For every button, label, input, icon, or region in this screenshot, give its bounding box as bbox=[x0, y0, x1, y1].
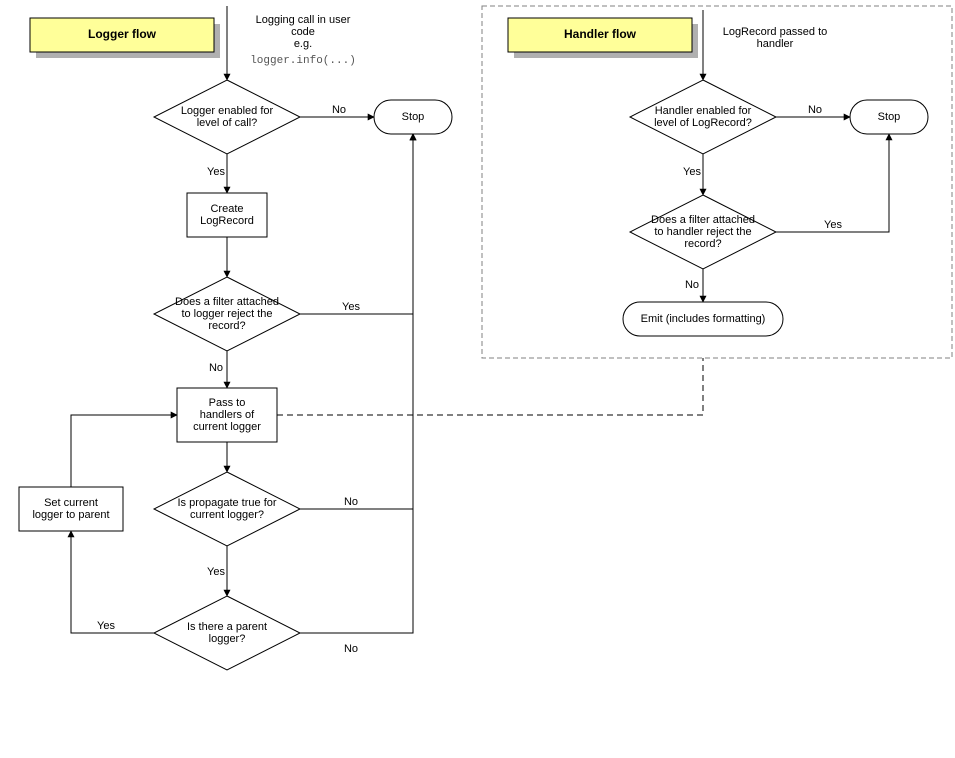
logger-start-mono: logger.info(...) bbox=[250, 55, 356, 67]
handler-decision-enabled-label: Handler enabled forlevel of LogRecord? bbox=[654, 105, 752, 129]
label-logger-parent-yes: Yes bbox=[97, 620, 115, 632]
label-handler-filter-no: No bbox=[685, 279, 699, 291]
edge-pass-to-handler-flow bbox=[277, 358, 703, 415]
edge-logger-propagate-no bbox=[300, 134, 413, 509]
label-handler-enabled-yes: Yes bbox=[683, 166, 701, 178]
logger-decision-propagate-label: Is propagate true forcurrent logger? bbox=[177, 497, 276, 521]
label-handler-enabled-no: No bbox=[808, 104, 822, 116]
logger-stop-label: Stop bbox=[402, 111, 425, 123]
label-logger-propagate-no: No bbox=[344, 496, 358, 508]
edge-logger-parent-yes bbox=[71, 531, 154, 633]
handler-start-label: LogRecord passed tohandler bbox=[723, 26, 828, 50]
logger-flow-title-label: Logger flow bbox=[88, 27, 157, 41]
handler-stop-label: Stop bbox=[878, 111, 901, 123]
label-logger-filter-yes: Yes bbox=[342, 301, 360, 313]
label-logger-parent-no: No bbox=[344, 643, 358, 655]
edge-logger-parent-no bbox=[300, 134, 413, 633]
edge-logger-setparent-loop bbox=[71, 415, 177, 487]
handler-flow-title-label: Handler flow bbox=[564, 27, 637, 41]
label-logger-propagate-yes: Yes bbox=[207, 566, 225, 578]
edge-handler-filter-yes bbox=[776, 134, 889, 232]
edge-logger-filter-yes bbox=[300, 134, 413, 314]
label-logger-filter-no: No bbox=[209, 362, 223, 374]
label-logger-enabled-no: No bbox=[332, 104, 346, 116]
label-handler-filter-yes: Yes bbox=[824, 219, 842, 231]
handler-emit-label: Emit (includes formatting) bbox=[641, 313, 766, 325]
label-logger-enabled-yes: Yes bbox=[207, 166, 225, 178]
logger-start-label: Logging call in usercodee.g. bbox=[256, 14, 351, 50]
